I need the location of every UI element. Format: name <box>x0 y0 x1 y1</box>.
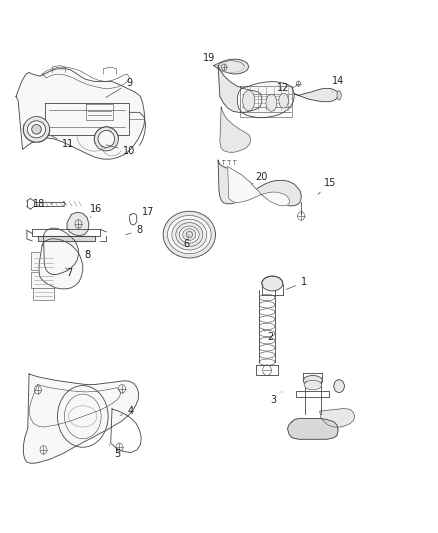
Text: 10: 10 <box>106 145 136 156</box>
Ellipse shape <box>186 231 193 238</box>
Text: 2: 2 <box>263 329 274 342</box>
Polygon shape <box>220 107 251 152</box>
Polygon shape <box>16 69 145 159</box>
Polygon shape <box>39 239 83 289</box>
Text: 4: 4 <box>120 406 134 416</box>
Polygon shape <box>38 236 95 241</box>
Ellipse shape <box>163 211 215 258</box>
FancyBboxPatch shape <box>32 272 56 288</box>
Text: 8: 8 <box>84 250 90 260</box>
Text: 16: 16 <box>90 204 102 217</box>
Ellipse shape <box>98 131 115 148</box>
Ellipse shape <box>94 127 118 151</box>
Polygon shape <box>228 166 290 206</box>
Text: 20: 20 <box>252 172 268 184</box>
Ellipse shape <box>337 91 341 100</box>
Ellipse shape <box>303 375 322 386</box>
Polygon shape <box>218 160 301 206</box>
Polygon shape <box>43 228 78 274</box>
Text: 18: 18 <box>33 199 53 209</box>
FancyBboxPatch shape <box>32 252 56 270</box>
Ellipse shape <box>183 229 196 240</box>
Ellipse shape <box>262 276 283 291</box>
Text: 7: 7 <box>66 268 73 278</box>
Polygon shape <box>218 66 262 112</box>
Text: 15: 15 <box>318 177 336 195</box>
Ellipse shape <box>243 91 255 111</box>
Text: 3: 3 <box>271 392 282 406</box>
Ellipse shape <box>172 219 207 250</box>
Text: 9: 9 <box>106 78 133 98</box>
Polygon shape <box>237 82 294 118</box>
Polygon shape <box>320 408 355 427</box>
Ellipse shape <box>23 117 49 142</box>
Text: 14: 14 <box>332 77 344 92</box>
Ellipse shape <box>176 223 203 247</box>
Polygon shape <box>288 418 338 439</box>
Circle shape <box>64 394 101 439</box>
Polygon shape <box>23 374 139 463</box>
FancyBboxPatch shape <box>32 288 54 300</box>
Ellipse shape <box>304 380 321 390</box>
Text: 8: 8 <box>126 225 143 236</box>
Ellipse shape <box>279 93 288 108</box>
Text: 1: 1 <box>286 278 307 289</box>
Ellipse shape <box>180 226 199 243</box>
Ellipse shape <box>167 215 211 254</box>
Text: 12: 12 <box>277 83 292 99</box>
Text: 5: 5 <box>109 445 121 458</box>
Text: 17: 17 <box>138 207 155 222</box>
Ellipse shape <box>266 94 277 111</box>
Polygon shape <box>294 88 339 102</box>
Text: 11: 11 <box>49 135 74 149</box>
Polygon shape <box>214 59 249 74</box>
Ellipse shape <box>32 125 41 134</box>
Polygon shape <box>67 212 89 236</box>
Text: 19: 19 <box>203 53 221 66</box>
Ellipse shape <box>27 121 46 138</box>
Text: 6: 6 <box>183 236 189 249</box>
Circle shape <box>334 379 344 392</box>
